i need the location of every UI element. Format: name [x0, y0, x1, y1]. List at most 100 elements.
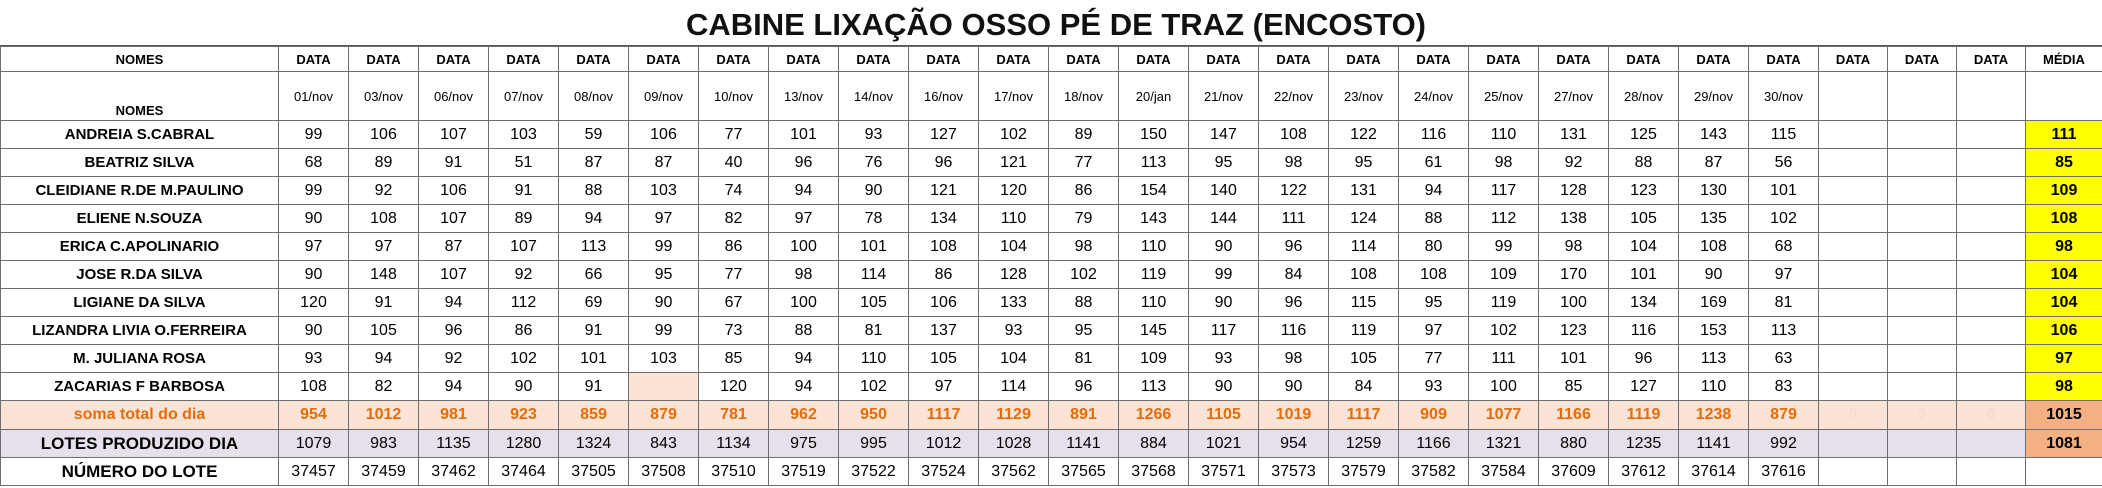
value-cell[interactable]: 109 [1118, 344, 1189, 373]
value-cell[interactable]: 40 [698, 148, 769, 177]
value-cell[interactable] [1956, 288, 2026, 317]
value-cell[interactable]: 138 [1538, 204, 1609, 233]
value-cell[interactable]: 90 [278, 260, 349, 289]
value-cell[interactable]: 86 [698, 232, 769, 261]
value-cell[interactable] [1956, 176, 2026, 205]
sum-cell[interactable]: 1129 [978, 400, 1049, 430]
value-cell[interactable]: 97 [278, 232, 349, 261]
date-cell[interactable]: 22/nov [1258, 71, 1329, 121]
value-cell[interactable]: 137 [908, 316, 979, 345]
value-cell[interactable]: 154 [1118, 176, 1189, 205]
lotes-cell[interactable] [1818, 429, 1888, 458]
employee-name[interactable]: BEATRIZ SILVA [0, 148, 279, 177]
numero-cell[interactable] [1887, 457, 1957, 486]
value-cell[interactable]: 97 [1748, 260, 1819, 289]
value-cell[interactable]: 103 [488, 120, 559, 149]
value-cell[interactable]: 108 [348, 204, 419, 233]
value-cell[interactable] [1956, 148, 2026, 177]
value-cell[interactable]: 90 [278, 204, 349, 233]
value-cell[interactable] [1818, 344, 1888, 373]
numero-cell[interactable]: 37510 [698, 457, 769, 486]
numero-cell[interactable]: 37508 [628, 457, 699, 486]
value-cell[interactable] [1887, 120, 1957, 149]
value-cell[interactable]: 79 [1048, 204, 1119, 233]
value-cell[interactable]: 93 [1188, 344, 1259, 373]
value-cell[interactable] [1818, 176, 1888, 205]
value-cell[interactable]: 113 [1748, 316, 1819, 345]
value-cell[interactable]: 108 [908, 232, 979, 261]
value-cell[interactable]: 59 [558, 120, 629, 149]
value-cell[interactable]: 74 [698, 176, 769, 205]
value-cell[interactable]: 102 [978, 120, 1049, 149]
value-cell[interactable]: 114 [1328, 232, 1399, 261]
value-cell[interactable]: 115 [1328, 288, 1399, 317]
value-cell[interactable] [1818, 148, 1888, 177]
date-cell[interactable]: 16/nov [908, 71, 979, 121]
value-cell[interactable]: 93 [978, 316, 1049, 345]
value-cell[interactable]: 123 [1608, 176, 1679, 205]
value-cell[interactable]: 120 [978, 176, 1049, 205]
numero-cell[interactable] [1818, 457, 1888, 486]
value-cell[interactable]: 98 [1258, 344, 1329, 373]
date-cell[interactable]: 24/nov [1398, 71, 1469, 121]
sum-cell[interactable]: 1166 [1538, 400, 1609, 430]
value-cell[interactable]: 90 [1188, 372, 1259, 401]
value-cell[interactable]: 68 [278, 148, 349, 177]
lotes-cell[interactable]: 1324 [558, 429, 629, 458]
value-cell[interactable]: 108 [278, 372, 349, 401]
value-cell[interactable] [628, 372, 699, 401]
value-cell[interactable] [1887, 148, 1957, 177]
sum-cell[interactable]: 1012 [348, 400, 419, 430]
sum-cell[interactable]: 0 [1818, 400, 1888, 430]
value-cell[interactable]: 96 [768, 148, 839, 177]
date-cell[interactable]: 28/nov [1608, 71, 1679, 121]
value-cell[interactable]: 84 [1258, 260, 1329, 289]
value-cell[interactable]: 105 [1328, 344, 1399, 373]
numero-cell[interactable]: 37582 [1398, 457, 1469, 486]
numero-cell[interactable]: 37616 [1748, 457, 1819, 486]
media-cell[interactable]: 97 [2025, 344, 2102, 373]
numero-cell[interactable]: 37568 [1118, 457, 1189, 486]
date-cell[interactable]: 25/nov [1468, 71, 1539, 121]
value-cell[interactable]: 105 [838, 288, 909, 317]
date-cell[interactable] [1818, 71, 1888, 121]
value-cell[interactable]: 99 [278, 176, 349, 205]
value-cell[interactable]: 143 [1678, 120, 1749, 149]
value-cell[interactable] [1818, 260, 1888, 289]
value-cell[interactable]: 99 [1188, 260, 1259, 289]
value-cell[interactable]: 99 [628, 316, 699, 345]
employee-name[interactable]: LIZANDRA LIVIA O.FERREIRA [0, 316, 279, 345]
lotes-cell[interactable]: 1134 [698, 429, 769, 458]
value-cell[interactable]: 131 [1328, 176, 1399, 205]
value-cell[interactable]: 110 [1118, 232, 1189, 261]
value-cell[interactable]: 111 [1468, 344, 1539, 373]
date-cell[interactable]: 07/nov [488, 71, 559, 121]
value-cell[interactable]: 97 [768, 204, 839, 233]
value-cell[interactable]: 97 [1398, 316, 1469, 345]
value-cell[interactable] [1887, 344, 1957, 373]
value-cell[interactable]: 98 [1538, 232, 1609, 261]
numero-cell[interactable]: 37519 [768, 457, 839, 486]
value-cell[interactable]: 119 [1118, 260, 1189, 289]
value-cell[interactable]: 67 [698, 288, 769, 317]
date-cell[interactable] [1956, 71, 2026, 121]
value-cell[interactable]: 90 [1188, 288, 1259, 317]
value-cell[interactable]: 98 [1258, 148, 1329, 177]
value-cell[interactable]: 90 [628, 288, 699, 317]
value-cell[interactable]: 86 [908, 260, 979, 289]
value-cell[interactable]: 87 [558, 148, 629, 177]
sum-cell[interactable]: 923 [488, 400, 559, 430]
value-cell[interactable]: 91 [488, 176, 559, 205]
value-cell[interactable]: 96 [908, 148, 979, 177]
sum-cell[interactable]: 954 [278, 400, 349, 430]
value-cell[interactable]: 106 [348, 120, 419, 149]
value-cell[interactable]: 134 [1608, 288, 1679, 317]
value-cell[interactable]: 98 [1468, 148, 1539, 177]
lotes-cell[interactable]: 843 [628, 429, 699, 458]
value-cell[interactable]: 61 [1398, 148, 1469, 177]
media-cell[interactable]: 111 [2025, 120, 2102, 149]
employee-name[interactable]: ELIENE N.SOUZA [0, 204, 279, 233]
numero-cell[interactable]: 37579 [1328, 457, 1399, 486]
value-cell[interactable]: 94 [348, 344, 419, 373]
value-cell[interactable]: 92 [488, 260, 559, 289]
